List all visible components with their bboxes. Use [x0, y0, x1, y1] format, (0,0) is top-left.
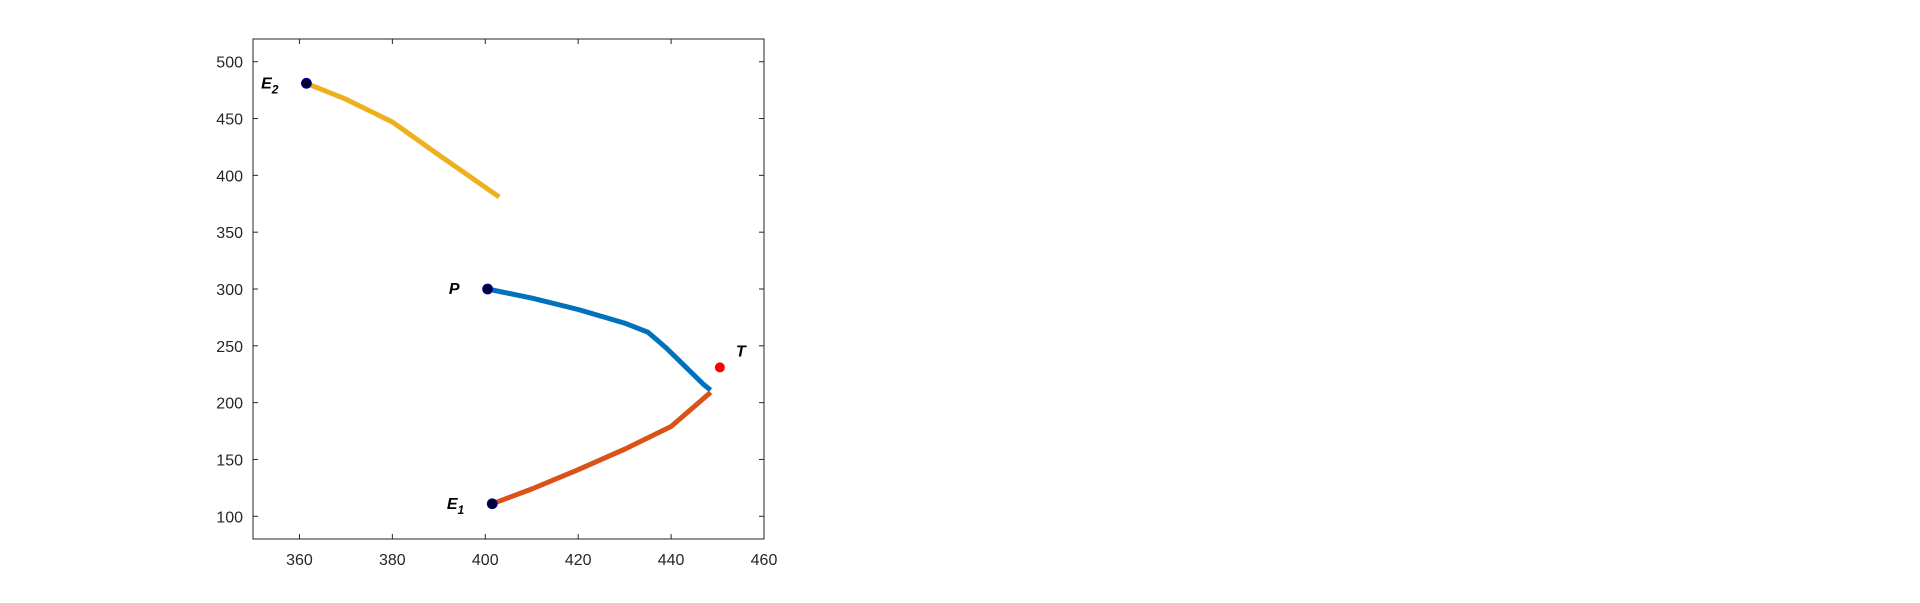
- series-line-1: [487, 286, 713, 393]
- x-tick-label: 460: [751, 552, 778, 569]
- marker-e1: [486, 498, 498, 510]
- plot-area: [252, 38, 765, 540]
- marker-label: T: [736, 343, 747, 360]
- x-tick-label: 360: [286, 552, 313, 569]
- y-tick-label: 350: [216, 225, 243, 242]
- x-tick-label: 420: [565, 552, 592, 569]
- y-tick-label: 450: [216, 112, 243, 129]
- x-tick-label: 380: [379, 552, 406, 569]
- marker-p: [482, 283, 493, 295]
- axis-ticks: 360 380 400 420 440 460 100 150 200 250 300 350 400 4…: [216, 39, 777, 569]
- marker-e2: [301, 77, 312, 89]
- marker-label: P: [449, 281, 460, 298]
- series-group: [305, 80, 713, 507]
- series-line-3: [305, 80, 501, 200]
- y-tick-label: 150: [216, 452, 243, 469]
- y-tick-label: 250: [216, 339, 243, 356]
- marker-label: E2: [261, 75, 279, 96]
- markers-group: P E1 E2 T: [261, 75, 747, 516]
- x-tick-label: 400: [472, 552, 499, 569]
- series-line-2: [491, 390, 713, 507]
- marker-label: E1: [447, 496, 465, 517]
- y-tick-label: 100: [216, 509, 243, 526]
- y-tick-label: 400: [216, 168, 243, 185]
- y-tick-label: 500: [216, 55, 243, 72]
- y-tick-label: 300: [216, 282, 243, 299]
- marker-t: [714, 362, 725, 373]
- x-tick-label: 440: [658, 552, 685, 569]
- y-tick-label: 200: [216, 396, 243, 413]
